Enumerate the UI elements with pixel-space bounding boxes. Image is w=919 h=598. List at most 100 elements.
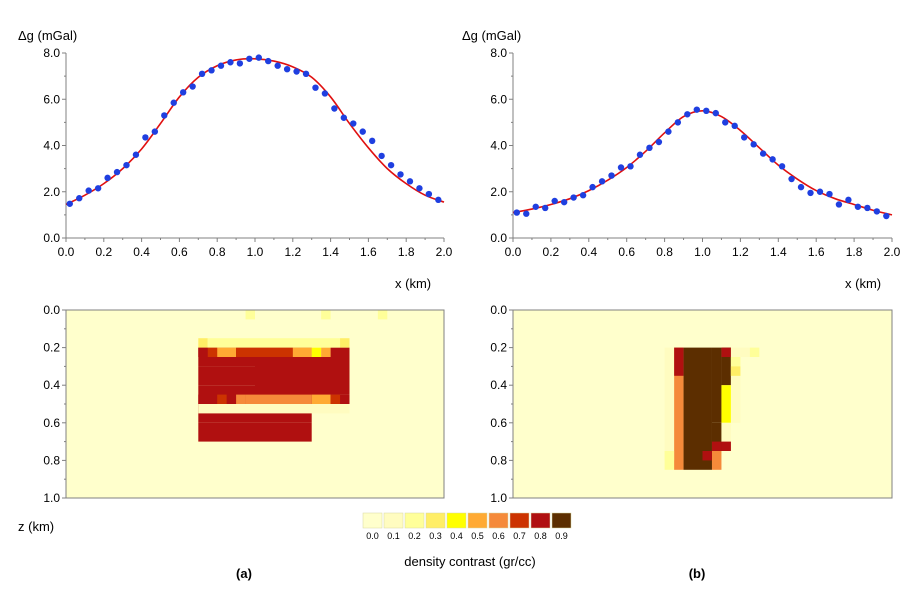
observed-point [416, 185, 423, 192]
observed-point [66, 200, 73, 207]
observed-point [532, 203, 539, 210]
ticks-a: 0.0 2.0 4.0 6.0 8.0 0.0 0.2 0.4 0.6 0.8 1.0 1.2 1.4 1… [43, 46, 452, 259]
x-tick-label: 1.6 [808, 245, 825, 259]
y-tick-label: 2.0 [43, 185, 60, 199]
observed-point [655, 138, 663, 146]
observed-point [85, 187, 92, 194]
density-cell [292, 347, 312, 357]
observed-point [368, 137, 376, 145]
ticks-b: 0.0 2.0 4.0 6.0 8.0 0.0 0.2 0.4 0.6 0.8 1.0 1.2 1.4 1… [490, 46, 900, 259]
colorbar-tick-label: 0.2 [408, 531, 421, 541]
colorbar-swatch [530, 512, 551, 529]
density-model-b: 0.0 0.2 0.4 0.6 0.8 1.0 [490, 303, 893, 505]
observed-point [551, 197, 558, 205]
observed-point [579, 192, 587, 199]
density-cell [330, 394, 341, 404]
observed-point [208, 67, 215, 74]
observed-points-b [513, 106, 890, 220]
observed-point [217, 62, 225, 69]
density-cell [207, 347, 218, 357]
panel-label-b: (b) [689, 566, 706, 581]
colorbar-swatch [509, 512, 530, 529]
colorbar-tick-label: 0.5 [471, 531, 484, 541]
computed-line [512, 110, 893, 216]
density-cell [198, 404, 350, 414]
density-cell [674, 347, 684, 357]
density-cell [664, 347, 675, 461]
colorbar-swatch [362, 512, 383, 529]
y-tick-label: 8.0 [490, 46, 507, 60]
x-tick-label: 0.6 [618, 245, 635, 259]
observed-point [104, 174, 111, 182]
colorbar-swatch [488, 512, 509, 529]
observed-point [646, 144, 653, 152]
density-cell [674, 357, 684, 376]
y-tick-label: 6.0 [490, 92, 507, 106]
z-tick-label: 0.6 [43, 416, 60, 430]
density-cell [721, 441, 731, 451]
x-tick-label: 1.8 [846, 245, 863, 259]
axes-a [65, 53, 444, 239]
observed-point [807, 189, 814, 197]
observed-point [387, 161, 395, 169]
colorbar-swatch [383, 512, 404, 529]
observed-point [227, 59, 234, 66]
observed-point [617, 164, 625, 171]
observed-point [788, 175, 795, 183]
colorbar-tick-label: 0.1 [387, 531, 400, 541]
colorbar-tick-label: 0.3 [429, 531, 442, 541]
z-tick-label: 1.0 [43, 491, 60, 505]
z-tick-label: 0.4 [490, 378, 507, 392]
observed-point [94, 185, 102, 192]
density-cell [340, 338, 350, 348]
x-tick-label: 0.8 [209, 245, 226, 259]
observed-point [321, 90, 329, 97]
computed-curve-a [65, 57, 445, 206]
panel-label-a: (a) [236, 566, 252, 581]
z-tick-label: 0.0 [490, 303, 507, 317]
xlabel-b: x (km) [845, 276, 881, 291]
y-tick-label: 6.0 [43, 92, 60, 106]
computed-curve-b [512, 110, 893, 216]
density-cell [740, 347, 750, 357]
observed-point [293, 68, 300, 75]
observed-point [123, 161, 130, 169]
density-cell [236, 347, 293, 357]
z-tick-label: 0.0 [43, 303, 60, 317]
colorbar-tick-label: 0.0 [366, 531, 379, 541]
density-cell [311, 394, 331, 404]
y-tick-label: 4.0 [490, 139, 507, 153]
density-cell [217, 347, 237, 357]
density-cell [311, 347, 322, 357]
observed-point [132, 151, 140, 158]
gravity-profile-a: Δg (mGal) x (km) 0.02.04.06.08.00.0 0.2 0.… [18, 28, 453, 291]
density-cell [749, 347, 760, 357]
density-cell [236, 394, 246, 404]
density-cell [245, 394, 312, 404]
density-cell [330, 347, 350, 357]
colorbar-swatch [551, 512, 572, 529]
observed-point [759, 150, 767, 157]
z-tick-label: 0.4 [43, 378, 60, 392]
density-cell [377, 310, 388, 320]
density-cell [674, 347, 684, 470]
observed-point [722, 119, 729, 126]
observed-point [845, 196, 852, 204]
z-tick-label: 0.2 [490, 341, 507, 355]
density-cell [245, 310, 255, 320]
x-tick-label: 0.0 [58, 245, 75, 259]
observed-points-a [66, 54, 442, 207]
density-cell [207, 338, 341, 348]
observed-point [340, 114, 348, 121]
observed-point [406, 178, 414, 185]
density-cell [321, 347, 331, 357]
observed-point [113, 168, 121, 176]
z-tick-label: 0.2 [43, 341, 60, 355]
y-tick-label: 4.0 [43, 139, 60, 153]
observed-point [693, 106, 701, 113]
observed-point [513, 209, 520, 216]
colorbar-swatch [425, 512, 446, 529]
y-tick-label: 0.0 [490, 231, 507, 245]
observed-point [570, 194, 577, 201]
x-tick-label: 1.4 [770, 245, 787, 259]
